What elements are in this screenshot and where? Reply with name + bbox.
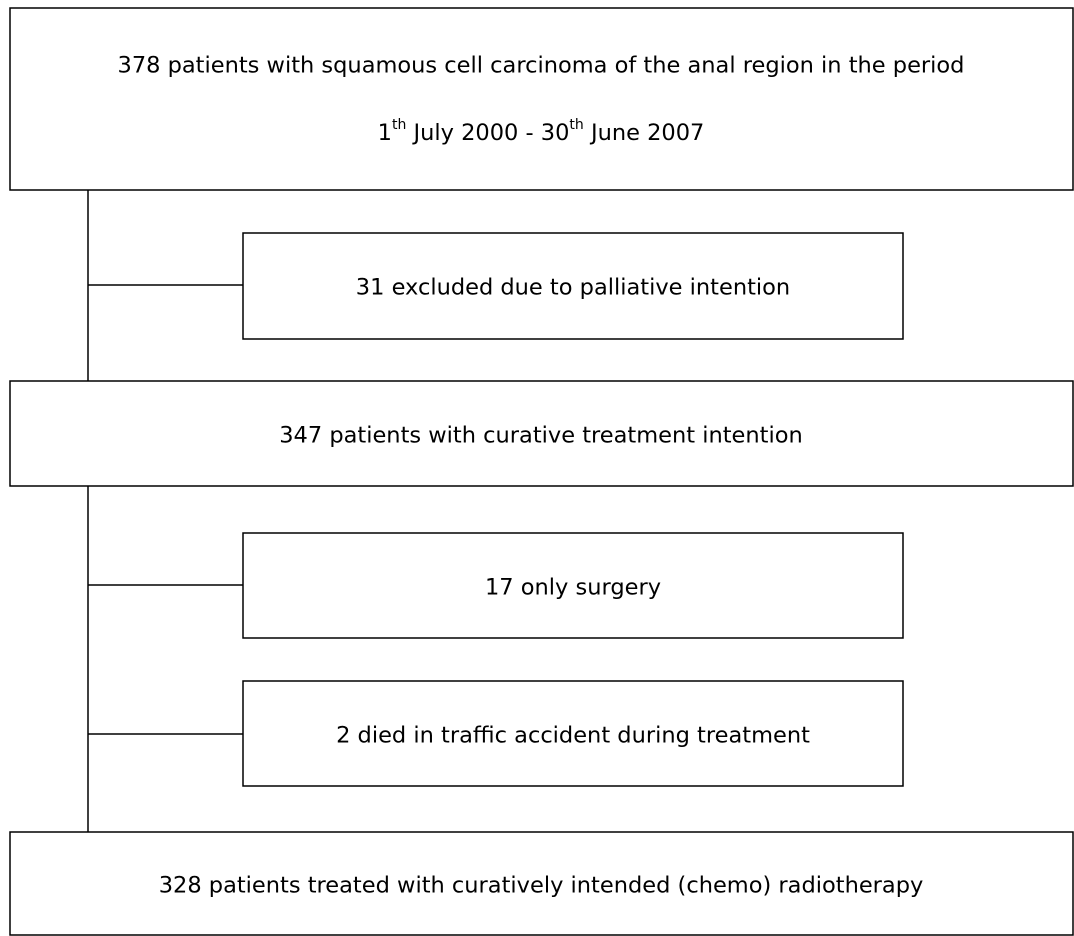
box-label: 17 only surgery (485, 575, 661, 601)
box-label: 347 patients with curative treatment int… (279, 423, 803, 449)
box (242, 680, 904, 787)
text-part: 1 (378, 120, 392, 146)
box (9, 380, 1074, 487)
box (242, 232, 904, 340)
box (9, 831, 1074, 936)
superscript: th (569, 117, 583, 133)
box (9, 7, 1074, 191)
box (242, 532, 904, 639)
box-label: 2 died in traffic accident during treatm… (336, 723, 810, 749)
superscript: th (392, 117, 406, 133)
text-part: June 2007 (584, 120, 705, 146)
box-label: 378 patients with squamous cell carcinom… (118, 53, 965, 79)
box-label: 1th July 2000 - 30th June 2007 (378, 117, 705, 146)
box-label: 328 patients treated with curatively int… (159, 873, 924, 899)
text-part: July 2000 - 30 (406, 120, 569, 146)
box-label: 31 excluded due to palliative intention (356, 275, 790, 301)
